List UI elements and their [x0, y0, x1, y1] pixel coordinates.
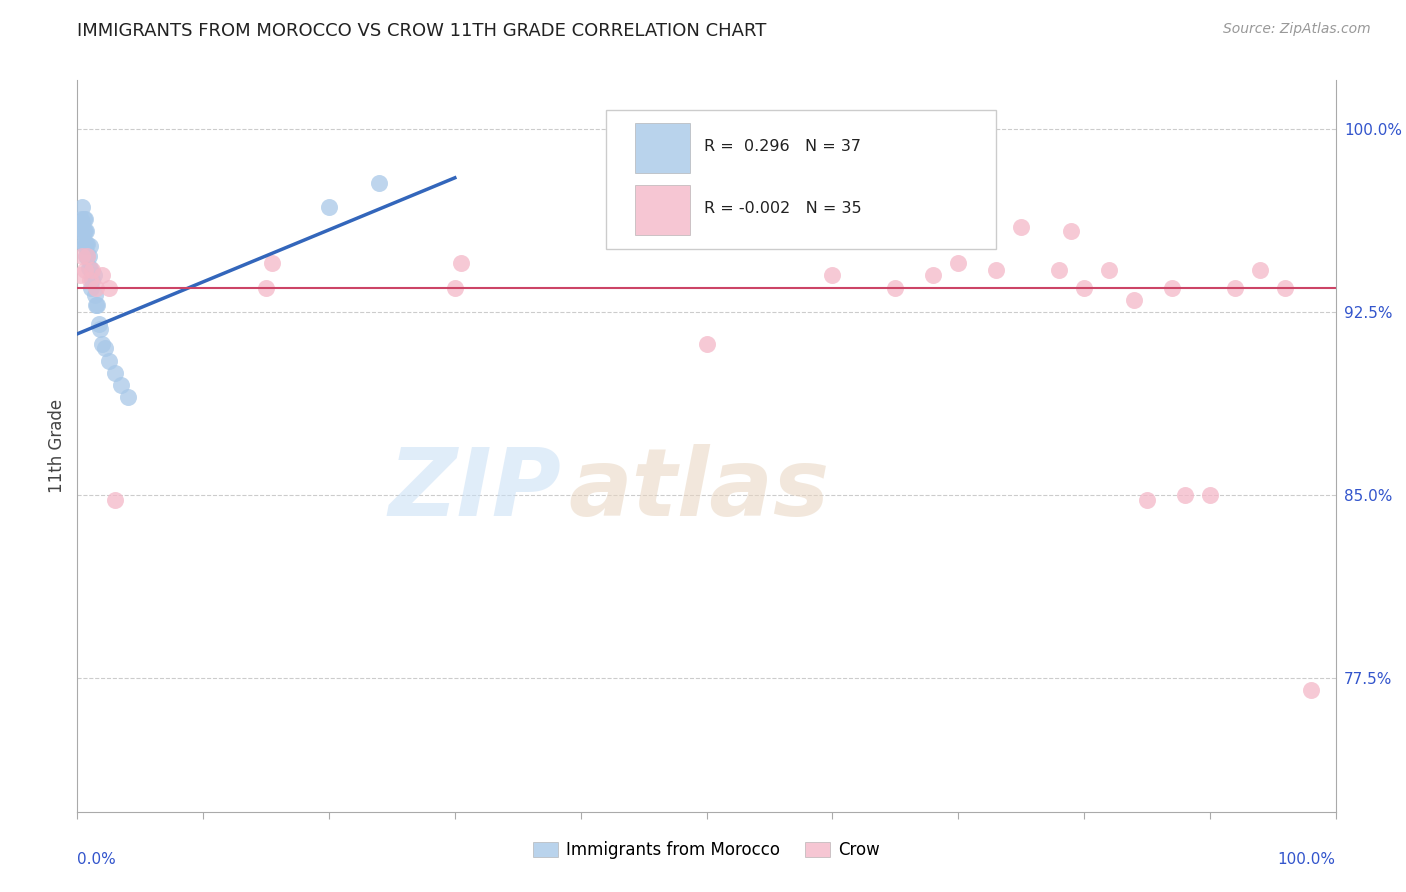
- Point: [84, 297, 107, 311]
- Point: [254, 280, 277, 294]
- Point: [110, 378, 132, 392]
- Point: [1274, 280, 1296, 294]
- Point: [70, 224, 93, 238]
- Point: [1060, 224, 1083, 238]
- Point: [73, 212, 96, 227]
- Point: [76, 249, 98, 263]
- Point: [72, 200, 94, 214]
- Point: [262, 256, 284, 270]
- Point: [1223, 280, 1246, 294]
- Point: [821, 268, 844, 283]
- Point: [84, 288, 107, 302]
- Point: [76, 249, 98, 263]
- Point: [77, 260, 100, 275]
- Point: [884, 280, 907, 294]
- Text: 100.0%: 100.0%: [1278, 852, 1336, 867]
- Point: [72, 224, 94, 238]
- Point: [72, 215, 94, 229]
- Point: [69, 268, 91, 283]
- Point: [86, 297, 108, 311]
- Text: 0.0%: 0.0%: [77, 852, 117, 867]
- Point: [79, 273, 101, 287]
- Point: [1047, 263, 1070, 277]
- Point: [82, 273, 104, 287]
- Point: [972, 224, 994, 238]
- Point: [1098, 263, 1121, 277]
- Point: [69, 219, 91, 234]
- FancyBboxPatch shape: [634, 185, 690, 235]
- Point: [117, 390, 139, 404]
- Point: [75, 249, 97, 263]
- Point: [72, 232, 94, 246]
- Point: [77, 249, 100, 263]
- Point: [1136, 492, 1159, 507]
- Point: [1123, 293, 1146, 307]
- Point: [75, 224, 97, 238]
- Point: [84, 280, 107, 294]
- FancyBboxPatch shape: [634, 123, 690, 173]
- Text: R = -0.002   N = 35: R = -0.002 N = 35: [704, 201, 862, 216]
- Point: [72, 249, 94, 263]
- Point: [73, 263, 96, 277]
- Point: [104, 366, 127, 380]
- Point: [82, 263, 104, 277]
- Point: [73, 224, 96, 238]
- Point: [97, 280, 120, 294]
- Point: [72, 212, 94, 227]
- Point: [1073, 280, 1095, 294]
- Text: R =  0.296   N = 37: R = 0.296 N = 37: [704, 138, 860, 153]
- Text: Source: ZipAtlas.com: Source: ZipAtlas.com: [1223, 22, 1371, 37]
- Point: [80, 280, 103, 294]
- Point: [444, 280, 467, 294]
- Point: [984, 263, 1007, 277]
- Point: [1299, 682, 1322, 697]
- Legend: Immigrants from Morocco, Crow: Immigrants from Morocco, Crow: [526, 834, 887, 865]
- Point: [368, 176, 391, 190]
- Text: IMMIGRANTS FROM MOROCCO VS CROW 11TH GRADE CORRELATION CHART: IMMIGRANTS FROM MOROCCO VS CROW 11TH GRA…: [77, 22, 766, 40]
- Point: [89, 322, 111, 336]
- Point: [1174, 488, 1197, 502]
- Point: [94, 342, 117, 356]
- Point: [87, 317, 110, 331]
- Point: [97, 353, 120, 368]
- Point: [1249, 263, 1271, 277]
- Point: [1010, 219, 1032, 234]
- Point: [696, 336, 718, 351]
- Point: [75, 236, 97, 251]
- Point: [73, 239, 96, 253]
- Y-axis label: 11th Grade: 11th Grade: [48, 399, 66, 493]
- Point: [79, 239, 101, 253]
- Point: [450, 256, 472, 270]
- Point: [76, 236, 98, 251]
- Point: [318, 200, 340, 214]
- Point: [91, 268, 114, 283]
- Point: [104, 492, 127, 507]
- Point: [1199, 488, 1222, 502]
- Point: [72, 236, 94, 251]
- FancyBboxPatch shape: [606, 110, 995, 249]
- Point: [83, 268, 105, 283]
- Point: [922, 268, 945, 283]
- Point: [70, 212, 93, 227]
- Point: [79, 260, 101, 275]
- Point: [1161, 280, 1184, 294]
- Point: [948, 256, 970, 270]
- Text: ZIP: ZIP: [389, 444, 562, 536]
- Point: [91, 336, 114, 351]
- Text: atlas: atlas: [568, 444, 830, 536]
